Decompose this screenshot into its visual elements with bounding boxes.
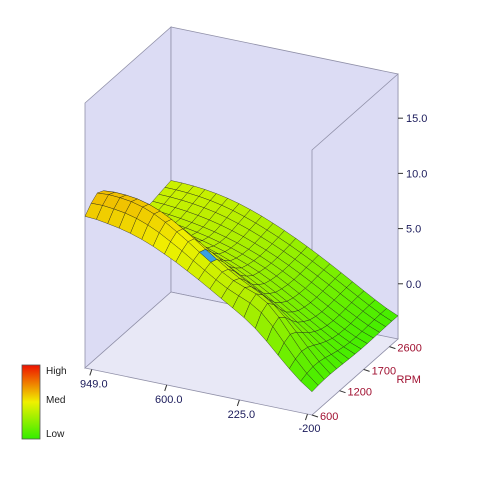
legend-colorbar <box>21 364 41 440</box>
legend-label: Med <box>46 395 65 406</box>
y-tick-mark <box>339 390 346 394</box>
y-tick-mark <box>389 346 396 350</box>
z-tick-label: 15.0 <box>406 113 427 125</box>
floor-wall <box>84 291 399 416</box>
x-tick-mark <box>236 399 240 407</box>
x-tick-mark <box>304 413 308 421</box>
x-tick-label: 949.0 <box>80 378 108 390</box>
legend-label: High <box>46 366 67 377</box>
surface-cell <box>300 373 319 393</box>
legend-label: Low <box>46 429 65 440</box>
y-tick-label: 1700 <box>372 365 396 377</box>
chart-legend: High Med Low <box>21 364 67 440</box>
x-tick-label: 600.0 <box>155 394 183 406</box>
z-tick-label: 10.0 <box>406 168 427 180</box>
y-tick-mark <box>311 414 319 418</box>
surface-mesh <box>84 180 399 393</box>
z-tick-label: 5.0 <box>406 224 421 236</box>
x-tick-mark <box>164 384 168 392</box>
y-tick-label: 2600 <box>397 343 421 355</box>
y-tick-label: 600 <box>320 411 338 423</box>
y-tick-label: 1200 <box>348 387 372 399</box>
y-axis-label: RPM <box>396 374 420 386</box>
x-tick-mark <box>89 369 93 376</box>
z-tick-label: 0.0 <box>406 279 421 291</box>
x-tick-label: -200 <box>298 423 320 435</box>
x-tick-label: 225.0 <box>228 409 256 421</box>
y-tick-mark <box>363 368 370 372</box>
